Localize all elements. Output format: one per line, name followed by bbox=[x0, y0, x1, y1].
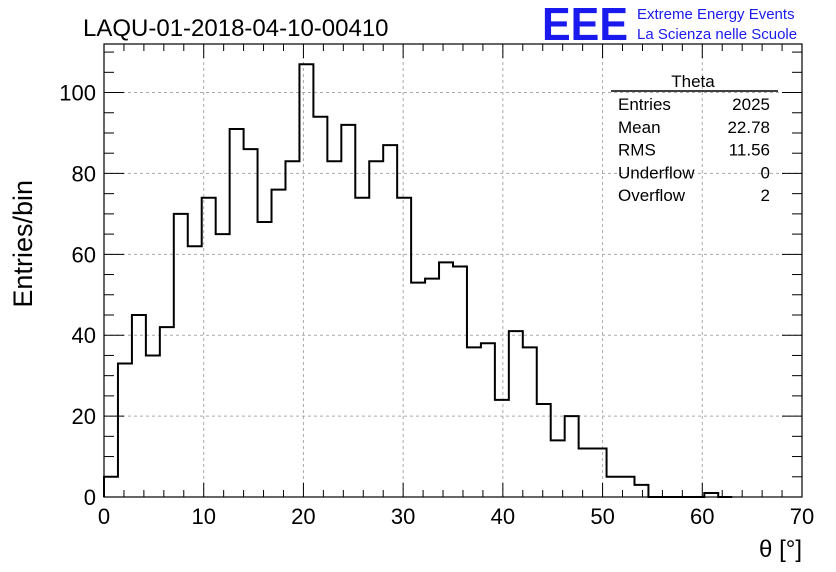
y-tick-label: 80 bbox=[72, 161, 96, 186]
histogram-bin bbox=[299, 64, 313, 497]
x-tick-label: 60 bbox=[690, 504, 714, 529]
histogram-bin bbox=[188, 246, 202, 497]
histogram-bin bbox=[104, 477, 118, 497]
histogram-bin bbox=[607, 477, 621, 497]
x-tick-label: 40 bbox=[491, 504, 515, 529]
histogram-bin bbox=[341, 125, 355, 497]
stats-value: 2 bbox=[761, 186, 770, 205]
stats-label: Mean bbox=[618, 118, 661, 137]
histogram-bin bbox=[425, 279, 439, 497]
histogram-bin bbox=[537, 404, 551, 497]
y-tick-label: 40 bbox=[72, 323, 96, 348]
histogram-bin bbox=[523, 347, 537, 497]
histogram-bin bbox=[467, 347, 481, 497]
histogram-bin bbox=[313, 117, 327, 497]
histogram-bin bbox=[132, 315, 146, 497]
histogram-bin bbox=[230, 129, 244, 497]
logo-line-1: Extreme Energy Events bbox=[637, 6, 795, 23]
histogram-bin bbox=[634, 485, 648, 497]
y-tick-label: 60 bbox=[72, 242, 96, 267]
stats-label: RMS bbox=[618, 141, 656, 160]
logo-line-2: La Scienza nelle Scuole bbox=[637, 26, 797, 43]
y-tick-labels: 0 20 40 60 80 100 bbox=[59, 81, 96, 510]
histogram-bin bbox=[258, 222, 272, 497]
x-tick-label: 30 bbox=[391, 504, 415, 529]
stats-label: Underflow bbox=[618, 163, 695, 182]
stats-value: 0 bbox=[761, 163, 770, 182]
histogram-bin bbox=[369, 161, 383, 497]
stats-title: Theta bbox=[671, 72, 715, 91]
histogram-bin bbox=[146, 355, 160, 497]
histogram-bin bbox=[244, 149, 258, 497]
histogram-bin bbox=[383, 145, 397, 497]
stats-label: Entries bbox=[618, 95, 671, 114]
y-tick-label: 100 bbox=[59, 81, 96, 106]
chart-title: LAQU-01-2018-04-10-00410 bbox=[83, 15, 389, 42]
x-tick-label: 50 bbox=[590, 504, 614, 529]
histogram-bin bbox=[495, 400, 509, 497]
stats-box: Theta Entries 2025 Mean 22.78 RMS 11.56 Underf… bbox=[611, 72, 778, 205]
x-tick-label: 70 bbox=[790, 504, 814, 529]
y-tick-label: 20 bbox=[72, 404, 96, 429]
stats-value: 22.78 bbox=[727, 118, 770, 137]
plot-frame bbox=[103, 43, 803, 498]
eee-logo: EEE Extreme Energy Events La Scienza nel… bbox=[542, 0, 797, 50]
x-tick-labels: 0 10 20 30 40 50 60 70 bbox=[98, 504, 814, 529]
x-axis-label: θ [°] bbox=[759, 536, 802, 563]
stats-label: Overflow bbox=[618, 186, 686, 205]
histogram-bin bbox=[453, 266, 467, 497]
histogram-bin bbox=[565, 416, 579, 497]
histogram-bin bbox=[593, 448, 607, 497]
histogram-bin bbox=[355, 198, 369, 497]
histogram-bin bbox=[621, 477, 635, 497]
histogram-bin bbox=[551, 440, 565, 497]
histogram-bin bbox=[327, 161, 341, 497]
histogram-line bbox=[103, 63, 733, 498]
logo-mark: EEE bbox=[542, 0, 628, 50]
histogram-bin bbox=[174, 214, 188, 497]
histogram-bin bbox=[509, 331, 523, 497]
y-axis-label: Entries/bin bbox=[8, 180, 38, 308]
stats-value: 11.56 bbox=[729, 141, 770, 160]
histogram-bin bbox=[285, 161, 299, 497]
stats-value: 2025 bbox=[732, 95, 770, 114]
histogram-bin bbox=[118, 364, 132, 497]
x-tick-label: 10 bbox=[191, 504, 215, 529]
y-tick-label: 0 bbox=[84, 485, 96, 510]
histogram-bin bbox=[481, 343, 495, 497]
histogram-bin bbox=[397, 198, 411, 497]
x-tick-label: 0 bbox=[98, 504, 110, 529]
histogram-bin bbox=[216, 234, 230, 497]
histogram-bin bbox=[579, 448, 593, 497]
grid bbox=[104, 44, 802, 497]
histogram-bin bbox=[411, 283, 425, 497]
histogram-bin bbox=[704, 493, 718, 497]
histogram-bin bbox=[272, 190, 286, 497]
histogram-bin bbox=[202, 198, 216, 497]
x-tick-label: 20 bbox=[291, 504, 315, 529]
histogram-bin bbox=[160, 327, 174, 497]
histogram-bin bbox=[439, 262, 453, 497]
